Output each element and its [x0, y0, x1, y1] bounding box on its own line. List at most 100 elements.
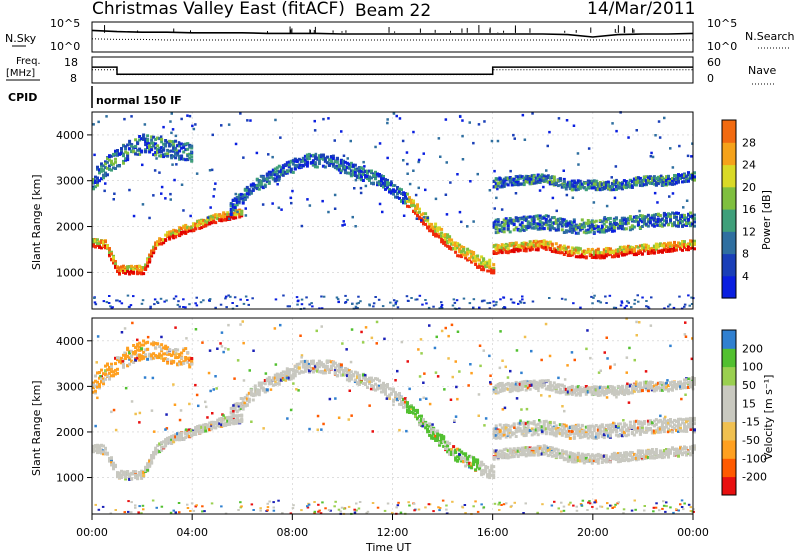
scatter-cell	[462, 247, 466, 251]
scatter-cell	[370, 384, 373, 388]
scatter-cell	[440, 231, 444, 235]
scatter-cell	[528, 180, 532, 184]
scatter-cell	[644, 222, 648, 226]
scatter-cell	[355, 372, 359, 376]
scatter-cell	[506, 177, 510, 181]
power-colorbar-label: Power [dB]	[760, 190, 773, 250]
scatter-cell	[648, 181, 652, 185]
scatter-cell	[436, 429, 440, 433]
scatter-cell	[132, 146, 136, 150]
scatter-cell	[337, 168, 341, 172]
scatter-cell	[448, 451, 452, 455]
scatter-cell	[654, 242, 658, 246]
scatter-cell	[144, 263, 148, 267]
scatter-cell	[530, 247, 534, 251]
scatter-cell	[638, 180, 642, 184]
scatter-cell	[404, 405, 407, 409]
scatter-cell	[522, 224, 526, 228]
scatter-cell	[496, 230, 500, 234]
scatter-cell	[673, 215, 676, 219]
scatter-cell	[142, 266, 146, 270]
scatter-cell	[210, 427, 214, 431]
noise-cell	[518, 300, 522, 303]
scatter-cell	[305, 164, 309, 168]
scatter-cell	[498, 177, 502, 181]
scatter-cell	[436, 229, 440, 233]
scatter-cell	[518, 229, 522, 233]
noise-cell	[597, 300, 601, 303]
scatter-cell	[150, 138, 154, 142]
scatter-cell	[146, 462, 150, 466]
scatter-cell	[548, 223, 552, 227]
scatter-cell	[160, 242, 164, 246]
scatter-cell	[522, 215, 526, 219]
scatter-cell	[102, 244, 105, 248]
scatter-cell	[194, 123, 197, 126]
scatter-cell	[134, 144, 138, 148]
scatter-cell	[317, 365, 321, 369]
scatter-cell	[114, 356, 117, 360]
scatter-cell	[522, 181, 526, 185]
scatter-cell	[110, 161, 113, 165]
scatter-cell	[154, 142, 158, 146]
scatter-cell	[602, 248, 606, 252]
scatter-cell	[410, 407, 413, 411]
scatter-cell	[452, 241, 456, 245]
noise-cell	[182, 306, 185, 308]
scatter-cell	[156, 150, 160, 154]
scatter-cell	[494, 252, 498, 255]
noise-cell	[668, 303, 672, 306]
scatter-cell	[100, 177, 103, 181]
scatter-cell	[574, 185, 578, 189]
scatter-cell	[263, 185, 267, 189]
scatter-cell	[564, 187, 568, 191]
scatter-cell	[142, 470, 146, 474]
scatter-cell	[414, 193, 418, 197]
scatter-cell	[382, 181, 385, 185]
scatter-cell	[673, 221, 676, 225]
noise-cell	[354, 305, 358, 308]
scatter-cell	[158, 356, 162, 359]
scatter-cell	[299, 370, 303, 374]
noise-cell	[641, 296, 644, 299]
scatter-cell	[293, 167, 297, 171]
scatter-cell	[677, 173, 680, 177]
scatter-cell	[584, 251, 588, 254]
scatter-cell	[188, 434, 192, 438]
scatter-cell	[347, 379, 351, 383]
scatter-cell	[462, 456, 466, 460]
scatter-cell	[188, 430, 192, 434]
scatter-cell	[462, 460, 466, 464]
scatter-cell	[400, 199, 403, 202]
scatter-cell	[394, 397, 397, 401]
scatter-cell	[588, 226, 592, 230]
scatter-cell	[298, 164, 302, 167]
scatter-cell	[392, 184, 395, 188]
scatter-cell	[530, 179, 534, 183]
scatter-cell	[460, 459, 464, 463]
scatter-cell	[538, 242, 542, 246]
scatter-cell	[414, 412, 417, 416]
scatter-cell	[152, 141, 156, 145]
scatter-cell	[257, 187, 261, 191]
scatter-cell	[327, 210, 330, 214]
scatter-cell	[370, 380, 373, 384]
scatter-cell	[194, 426, 198, 430]
scatter-cell	[612, 219, 616, 222]
scatter-cell	[582, 221, 586, 225]
scatter-cell	[190, 146, 194, 150]
scatter-cell	[620, 182, 624, 186]
scatter-cell	[136, 356, 140, 360]
scatter-cell	[458, 448, 462, 452]
scatter-cell	[458, 452, 462, 456]
scatter-cell	[281, 370, 285, 374]
scatter-cell	[454, 448, 458, 452]
noise-cell	[468, 302, 472, 305]
scatter-cell	[604, 220, 608, 224]
scatter-cell	[653, 191, 657, 195]
scatter-cell	[295, 363, 299, 367]
scatter-cell	[114, 368, 117, 372]
noise-cell	[128, 305, 131, 308]
scatter-cell	[102, 176, 105, 180]
noise-cell	[149, 305, 152, 308]
